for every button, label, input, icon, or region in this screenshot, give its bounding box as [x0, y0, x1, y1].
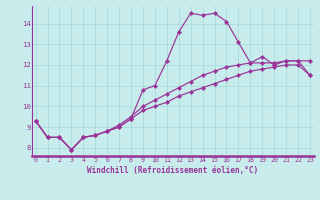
X-axis label: Windchill (Refroidissement éolien,°C): Windchill (Refroidissement éolien,°C) — [87, 166, 258, 175]
